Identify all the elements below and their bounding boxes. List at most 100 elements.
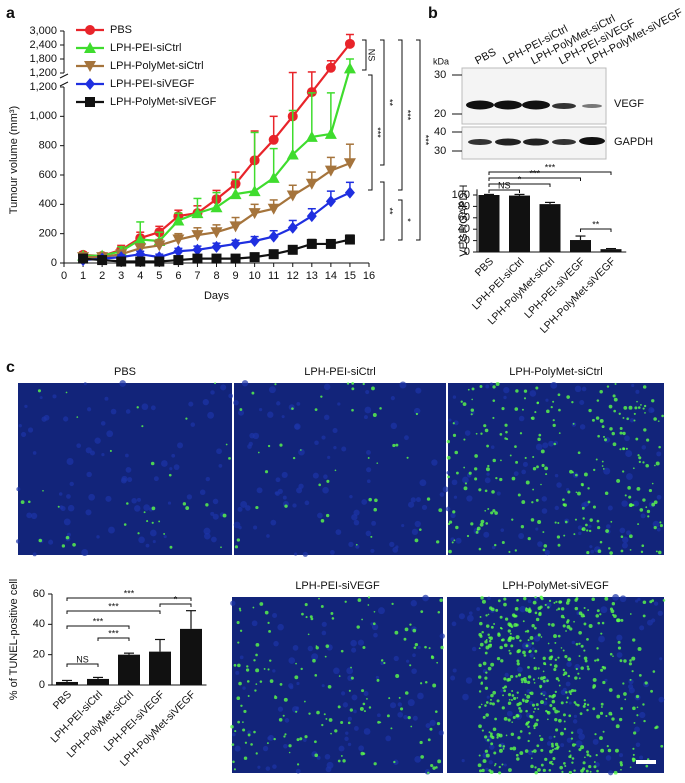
tunel-signal — [504, 617, 509, 621]
tunel-signal — [517, 493, 521, 497]
tunel-signal — [589, 518, 593, 522]
tunel-signal — [636, 400, 638, 403]
tunel-signal — [455, 471, 459, 475]
tunel-signal — [569, 469, 573, 474]
nucleus-texture — [445, 506, 451, 512]
tunel-signal — [554, 742, 559, 747]
tunel-signal — [420, 610, 424, 614]
nucleus-texture — [210, 390, 215, 395]
tunel-signal — [564, 764, 567, 768]
nucleus-texture — [190, 422, 196, 427]
tunel-signal — [583, 472, 588, 477]
tunel-signal — [605, 714, 608, 718]
nucleus-texture — [554, 505, 559, 511]
tunel-signal — [296, 763, 300, 766]
tunel-signal — [501, 763, 504, 766]
tunel-signal — [480, 682, 484, 685]
nucleus-texture — [621, 500, 628, 507]
tunel-signal — [342, 759, 346, 763]
tunel-signal — [589, 770, 592, 773]
tunel-signal — [629, 659, 632, 662]
tunel-signal — [404, 691, 409, 695]
tunel-signal — [415, 412, 419, 416]
tunel-signal — [493, 764, 496, 767]
legend-label: LPH-PEI-siCtrl — [110, 42, 182, 54]
nucleus-texture — [58, 492, 63, 496]
tunel-signal — [325, 644, 330, 648]
nucleus-texture — [218, 464, 223, 468]
nucleus-texture — [249, 432, 255, 439]
nucleus-texture — [127, 477, 133, 483]
tunel-signal — [542, 679, 546, 683]
tunel-signal — [559, 765, 563, 770]
tunel-signal — [537, 667, 540, 670]
tunel-signal — [478, 769, 483, 773]
tunel-signal — [462, 402, 467, 406]
tunel-signal — [603, 438, 608, 442]
tunel-signal — [570, 688, 575, 693]
tunel-signal — [351, 408, 354, 412]
nucleus-texture — [131, 497, 137, 504]
tunel-signal — [514, 606, 519, 611]
tunel-signal — [437, 611, 441, 614]
tunel-signal — [475, 530, 479, 534]
tunel-signal — [304, 603, 308, 607]
tunel-signal — [507, 701, 512, 706]
tunel-signal — [511, 689, 514, 692]
tunel-signal — [580, 482, 584, 487]
point — [305, 130, 318, 142]
tunel-signal — [230, 724, 234, 729]
point — [229, 221, 242, 233]
tunel-signal — [146, 520, 149, 523]
micrograph — [234, 383, 446, 555]
tunel-signal — [523, 389, 528, 393]
tunel-signal — [330, 732, 332, 735]
tunel-signal — [657, 420, 660, 422]
tunel-signal — [586, 637, 589, 641]
tunel-signal — [599, 711, 604, 715]
nucleus-texture — [20, 431, 27, 437]
tunel-signal — [137, 532, 140, 535]
tunel-signal — [644, 412, 646, 414]
nucleus-texture — [616, 634, 623, 641]
tunel-signal — [468, 471, 472, 475]
tunel-signal — [501, 407, 505, 411]
nucleus-texture — [338, 745, 345, 752]
tunel-signal — [512, 715, 516, 720]
x-tick-label: 10 — [249, 270, 261, 282]
tunel-signal — [474, 477, 478, 481]
tunel-signal — [283, 735, 286, 738]
tunel-signal — [549, 663, 552, 666]
tunel-signal — [595, 458, 598, 461]
blot-marker: 30 — [434, 145, 446, 157]
tunel-signal — [641, 544, 645, 548]
tunel-signal — [303, 700, 306, 703]
nucleus-texture — [411, 668, 417, 674]
tunel-signal — [651, 502, 656, 507]
nucleus-texture — [624, 435, 630, 442]
tunel-signal — [447, 475, 450, 479]
nucleus-texture — [39, 396, 43, 400]
legend-marker — [85, 97, 95, 107]
tunel-signal — [602, 435, 606, 438]
point — [173, 255, 184, 266]
nucleus-texture — [438, 730, 444, 736]
tunel-signal — [531, 501, 534, 504]
tunel-signal — [259, 602, 264, 606]
tunel-signal — [326, 479, 330, 483]
tunel-signal — [629, 613, 632, 615]
significance-label: *** — [93, 616, 104, 626]
tunel-signal — [437, 759, 442, 764]
tunel-signal — [522, 650, 526, 655]
tunel-signal — [239, 629, 243, 632]
nucleus-texture — [332, 428, 338, 434]
significance-label: NS — [367, 49, 377, 62]
nucleus-texture — [69, 481, 74, 487]
tunel-signal — [599, 736, 603, 740]
nucleus-texture — [548, 440, 555, 447]
tunel-signal — [532, 600, 537, 605]
tunel-signal — [549, 649, 553, 653]
nucleus-texture — [364, 406, 372, 414]
significance-label: * — [174, 594, 178, 604]
point — [305, 178, 318, 190]
